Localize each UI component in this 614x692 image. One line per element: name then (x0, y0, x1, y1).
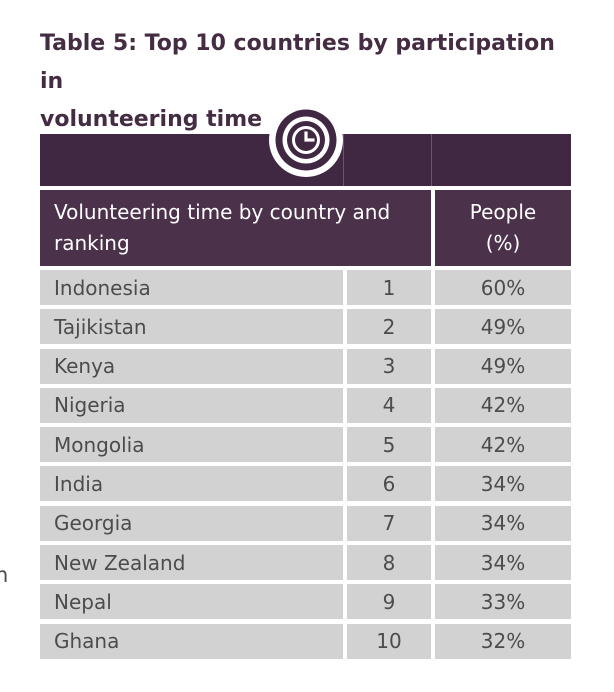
table-row: India 6 34% (40, 466, 571, 502)
percent-cell: 60% (435, 270, 571, 305)
rank-cell: 10 (347, 623, 431, 659)
country-cell: Nigeria (40, 387, 343, 423)
rank-cell: 1 (347, 270, 431, 305)
percent-cell: 49% (435, 348, 571, 384)
rank-cell: 2 (347, 309, 431, 345)
band-column-divider (343, 134, 344, 186)
band-column-divider (431, 134, 432, 186)
header-cell-people: People (%) (435, 190, 571, 266)
volunteering-table: Volunteering time by country and ranking… (40, 103, 571, 659)
table-row: Georgia 7 34% (40, 505, 571, 541)
table-row: New Zealand 8 34% (40, 545, 571, 581)
table-caption: Table 5: Top 10 countries by participati… (40, 25, 585, 139)
table-row: Nepal 9 33% (40, 584, 571, 620)
country-cell: Georgia (40, 505, 343, 541)
country-cell: Mongolia (40, 427, 343, 463)
rank-cell: 6 (347, 466, 431, 502)
table-row: Kenya 3 49% (40, 348, 571, 384)
table-row: Nigeria 4 42% (40, 387, 571, 423)
table-row: Ghana 10 32% (40, 623, 571, 659)
table-row: Mongolia 5 42% (40, 427, 571, 463)
rank-cell: 8 (347, 545, 431, 581)
rank-cell: 7 (347, 505, 431, 541)
percent-cell: 34% (435, 466, 571, 502)
percent-cell: 34% (435, 545, 571, 581)
table-header-row: Volunteering time by country and ranking… (40, 190, 571, 266)
country-cell: Kenya (40, 348, 343, 384)
header-people-label: People (469, 200, 537, 224)
country-cell: New Zealand (40, 545, 343, 581)
country-cell: Nepal (40, 584, 343, 620)
rank-cell: 4 (347, 387, 431, 423)
percent-cell: 42% (435, 387, 571, 423)
table-row: Indonesia 1 60% (40, 270, 571, 305)
table-icon-band (40, 103, 571, 186)
table-row: Tajikistan 2 49% (40, 309, 571, 345)
rank-cell: 3 (347, 348, 431, 384)
rank-cell: 5 (347, 427, 431, 463)
percent-cell: 33% (435, 584, 571, 620)
country-cell: Tajikistan (40, 309, 343, 345)
percent-cell: 34% (435, 505, 571, 541)
table-caption-line2: volunteering time (40, 107, 263, 132)
country-cell: India (40, 466, 343, 502)
table-caption-line1: Table 5: Top 10 countries by participati… (40, 31, 555, 94)
clipped-text-fragment: n (0, 563, 9, 587)
percent-cell: 42% (435, 427, 571, 463)
table-body: Indonesia 1 60% Tajikistan 2 49% Kenya 3 49% Nige… (40, 270, 571, 659)
country-cell: Indonesia (40, 270, 343, 305)
header-cell-country-ranking: Volunteering time by country and ranking (40, 190, 431, 266)
country-cell: Ghana (40, 623, 343, 659)
header-country-ranking-label: Volunteering time by country and ranking (54, 200, 391, 255)
clock-icon (269, 103, 343, 177)
percent-cell: 49% (435, 309, 571, 345)
rank-cell: 9 (347, 584, 431, 620)
header-people-unit: (%) (485, 231, 521, 255)
percent-cell: 32% (435, 623, 571, 659)
